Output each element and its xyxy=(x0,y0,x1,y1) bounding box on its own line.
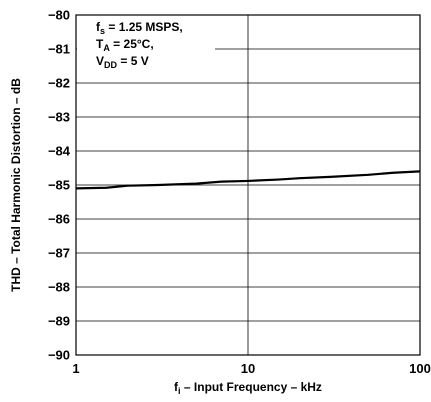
x-axis-label: fi – Input Frequency – kHz xyxy=(174,380,322,396)
x-tick-label: 10 xyxy=(241,361,255,376)
conditions-annotation: fs = 1.25 MSPS, TA = 25°C, VDD = 5 V xyxy=(96,20,183,70)
y-tick-label: −80 xyxy=(48,8,70,23)
y-tick-label: −83 xyxy=(48,110,70,125)
x-axis-label-rest: – Input Frequency – kHz xyxy=(181,380,322,394)
x-axis-label-sub: i xyxy=(178,386,181,396)
y-tick-label: −86 xyxy=(48,212,70,227)
y-tick-label: −84 xyxy=(48,144,71,159)
y-tick-label: −85 xyxy=(48,178,70,193)
y-tick-label: −88 xyxy=(48,280,70,295)
x-tick-labels: 1 10 100 xyxy=(72,361,430,376)
y-tick-label: −82 xyxy=(48,76,70,91)
y-tick-label: −90 xyxy=(48,348,70,363)
x-axis-label-main: f xyxy=(174,380,179,394)
x-tick-label: 1 xyxy=(72,361,79,376)
grid-lines xyxy=(76,15,420,355)
y-tick-label: −89 xyxy=(48,314,70,329)
y-tick-labels: −80 −81 −82 −83 −84 −85 −86 −87 −88 −89 −90 xyxy=(48,8,71,363)
annotation-line-2: TA = 25°C, xyxy=(96,37,154,53)
annotation-background xyxy=(77,16,215,73)
y-tick-label: −87 xyxy=(48,246,70,261)
annotation-line-1: fs = 1.25 MSPS, xyxy=(96,20,183,36)
x-tick-label: 100 xyxy=(409,361,431,376)
series-lines xyxy=(75,170,421,190)
series-line-1 xyxy=(75,170,421,190)
y-axis-label: THD – Total Harmonic Distortion – dB xyxy=(9,78,23,292)
y-tick-label: −81 xyxy=(48,42,70,57)
annotation-line-3: VDD = 5 V xyxy=(96,54,149,70)
plot-frame xyxy=(75,14,421,356)
